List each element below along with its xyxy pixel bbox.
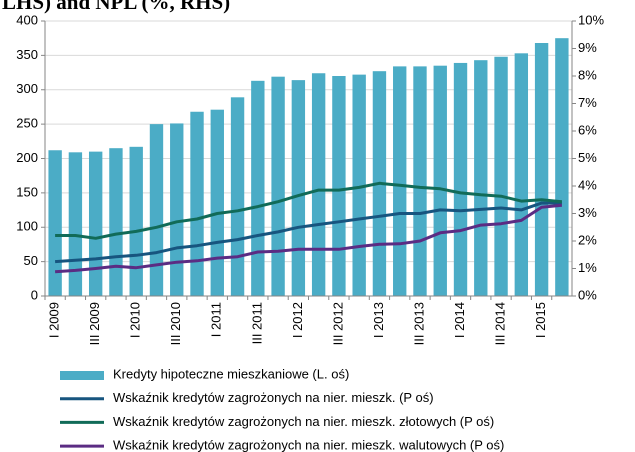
x-tick-label: I 2011 [209, 302, 224, 337]
bar [109, 148, 123, 296]
line [55, 181, 563, 240]
bar [149, 124, 164, 296]
y2-tick-label: 5% [578, 150, 597, 165]
x-tick-label: III 2014 [492, 302, 507, 345]
bar [291, 80, 306, 296]
bar [352, 74, 366, 296]
x-tick-label: I 2012 [290, 302, 305, 338]
bar [474, 60, 488, 296]
y-tick-label: 150 [16, 184, 38, 199]
y-tick-label: 300 [16, 81, 38, 96]
bar [271, 76, 285, 296]
y-tick-label: 350 [16, 47, 38, 62]
x-tick-label: III 2011 [249, 302, 264, 344]
bar [68, 152, 83, 296]
x-tick-label: III 2012 [330, 302, 345, 345]
y2-tick-label: 4% [578, 177, 597, 192]
x-tick-label: I 2010 [128, 302, 143, 338]
bar [230, 97, 245, 296]
bar [210, 109, 224, 296]
bar [534, 43, 549, 296]
y2-tick-label: 7% [578, 95, 597, 110]
legend-swatch [60, 371, 104, 380]
x-tick-label: III 2009 [87, 302, 102, 345]
y2-tick-label: 6% [578, 122, 597, 137]
y2-tick-label: 2% [578, 232, 597, 247]
y2-tick-label: 0% [578, 287, 597, 302]
y-tick-label: 200 [16, 150, 38, 165]
x-tick-label: III 2010 [168, 302, 183, 345]
bar [433, 65, 447, 296]
bar [190, 111, 204, 296]
line [55, 201, 562, 264]
bar [251, 80, 265, 296]
y-tick-label: 100 [16, 219, 38, 234]
y2-tick-label: 9% [578, 40, 597, 55]
y2-tick-label: 3% [578, 205, 597, 220]
y-tick-label: 0 [31, 287, 38, 302]
x-tick-label: III 2013 [411, 302, 426, 345]
line [54, 203, 563, 274]
y2-tick-label: 1% [578, 260, 597, 275]
bar [555, 38, 569, 296]
bar [453, 62, 468, 296]
bar [129, 146, 143, 296]
bar [413, 66, 427, 296]
x-tick-label: I 2009 [47, 302, 62, 338]
y-tick-label: 50 [24, 253, 38, 268]
legend-label: Kredyty hipoteczne mieszkaniowe (L. oś) [113, 366, 349, 381]
x-tick-label: I 2013 [371, 302, 386, 338]
y2-tick-label: 10% [578, 12, 604, 27]
bar [88, 151, 103, 296]
y-tick-label: 250 [16, 116, 38, 131]
bar [514, 53, 529, 296]
y2-tick-label: 8% [578, 67, 597, 82]
legend-label: Wskaźnik kredytów zagrożonych na nier. m… [113, 390, 434, 405]
legend-label: Wskaźnik kredytów zagrożonych na nier. m… [113, 438, 504, 452]
x-tick-label: I 2014 [452, 302, 467, 338]
bar [393, 66, 407, 296]
bar [311, 73, 326, 296]
x-tick-label: I 2015 [533, 302, 548, 338]
legend-label: Wskaźnik kredytów zagrożonych na nier. m… [113, 414, 494, 429]
bar [332, 76, 346, 296]
bar [170, 123, 184, 296]
bar [48, 150, 62, 296]
chart-title: LHS) and NPL (%, RHS) [2, 0, 230, 14]
y-tick-label: 400 [16, 12, 38, 27]
bar [494, 56, 508, 296]
